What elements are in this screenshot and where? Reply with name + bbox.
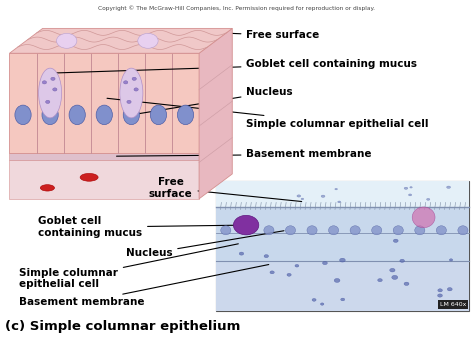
Text: Free
surface: Free surface [149,178,301,202]
Text: Free surface: Free surface [173,31,320,40]
Ellipse shape [322,261,328,265]
Text: Basement membrane: Basement membrane [117,149,372,159]
Ellipse shape [447,288,452,291]
Ellipse shape [393,239,398,242]
Ellipse shape [301,198,304,200]
Ellipse shape [390,268,395,272]
Ellipse shape [372,226,382,235]
Text: Nucleus: Nucleus [126,231,284,258]
FancyBboxPatch shape [9,160,199,199]
Ellipse shape [412,207,435,228]
Ellipse shape [458,226,468,235]
Text: Copyright © The McGraw-Hill Companies, Inc. Permission required for reproduction: Copyright © The McGraw-Hill Companies, I… [99,5,375,11]
Ellipse shape [350,226,360,235]
Ellipse shape [51,77,55,80]
Ellipse shape [80,173,98,181]
Ellipse shape [134,88,138,91]
Ellipse shape [410,187,412,188]
Ellipse shape [38,68,62,118]
Ellipse shape [449,259,453,261]
Ellipse shape [307,226,317,235]
Ellipse shape [320,303,324,305]
Text: Nucleus: Nucleus [134,87,293,114]
Ellipse shape [40,185,55,191]
Polygon shape [199,28,232,199]
FancyBboxPatch shape [216,181,469,311]
Ellipse shape [443,301,448,304]
FancyBboxPatch shape [9,53,199,153]
Ellipse shape [436,226,447,235]
Ellipse shape [400,259,404,262]
Ellipse shape [56,33,77,48]
Text: Simple columnar epithelial cell: Simple columnar epithelial cell [107,98,429,129]
Ellipse shape [438,289,442,292]
Ellipse shape [15,105,31,125]
Text: (c) Simple columnar epithelium: (c) Simple columnar epithelium [5,320,240,333]
Ellipse shape [69,105,85,125]
Ellipse shape [335,188,337,190]
Ellipse shape [312,299,316,301]
Ellipse shape [150,105,166,125]
Ellipse shape [242,226,253,235]
Ellipse shape [96,105,112,125]
Ellipse shape [415,226,425,235]
Ellipse shape [297,195,301,197]
Ellipse shape [287,273,291,276]
Text: Goblet cell containing mucus: Goblet cell containing mucus [53,59,418,73]
FancyBboxPatch shape [216,207,469,261]
Ellipse shape [138,33,158,48]
Ellipse shape [264,255,268,258]
Ellipse shape [404,282,409,285]
Ellipse shape [120,68,143,118]
Ellipse shape [427,198,430,200]
Ellipse shape [46,100,50,103]
FancyBboxPatch shape [9,153,199,160]
Ellipse shape [221,226,231,235]
Ellipse shape [438,294,442,297]
Ellipse shape [334,278,340,282]
Ellipse shape [53,88,57,91]
Text: Goblet cell
containing mucus: Goblet cell containing mucus [38,217,243,238]
Ellipse shape [42,105,58,125]
Ellipse shape [264,226,274,235]
Text: LM 640x: LM 640x [440,302,466,307]
FancyBboxPatch shape [216,181,469,207]
Text: Simple columnar
epithelial cell: Simple columnar epithelial cell [19,244,238,289]
Ellipse shape [123,105,139,125]
Ellipse shape [233,215,259,235]
Ellipse shape [124,81,128,84]
Ellipse shape [132,77,137,80]
Ellipse shape [328,226,338,235]
Ellipse shape [42,81,46,84]
Ellipse shape [321,195,325,197]
Ellipse shape [337,201,341,203]
Ellipse shape [404,187,408,189]
Ellipse shape [341,298,345,301]
Polygon shape [9,28,232,53]
Ellipse shape [239,252,244,255]
Ellipse shape [393,226,403,235]
Ellipse shape [127,100,131,103]
Ellipse shape [409,194,412,196]
FancyBboxPatch shape [216,261,469,311]
Ellipse shape [378,279,382,282]
Ellipse shape [339,258,345,262]
Ellipse shape [392,275,398,279]
Ellipse shape [295,264,299,267]
Ellipse shape [177,105,194,125]
Text: Basement membrane: Basement membrane [19,264,269,307]
Ellipse shape [447,186,451,189]
Ellipse shape [270,271,274,274]
Ellipse shape [285,226,296,235]
